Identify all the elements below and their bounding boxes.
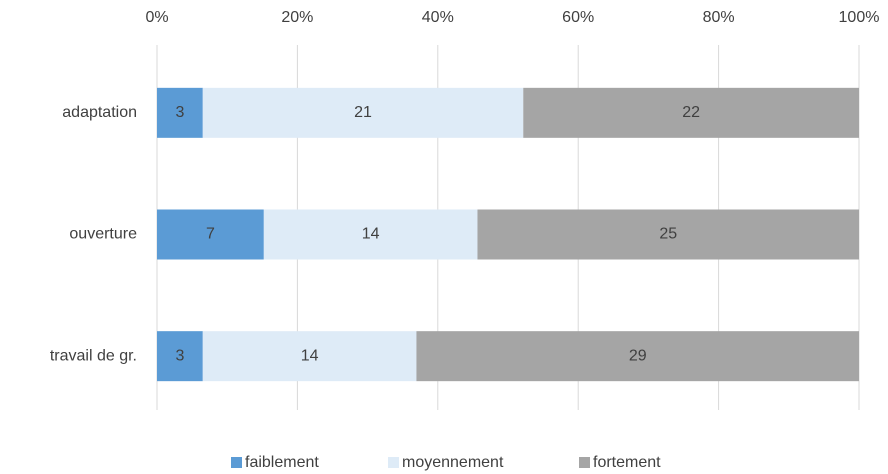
- data-label: 14: [301, 347, 319, 364]
- data-label: 14: [362, 226, 380, 243]
- x-tick-label: 100%: [839, 9, 880, 26]
- bar-segment: [523, 87, 859, 138]
- legend-label: faiblement: [245, 454, 319, 471]
- legend-label: fortement: [593, 454, 661, 471]
- x-tick-label: 60%: [562, 9, 594, 26]
- bar-segment: [477, 209, 859, 260]
- data-label: 3: [175, 104, 184, 121]
- y-tick-label: travail de gr.: [50, 347, 137, 364]
- bar-segment: [157, 331, 203, 382]
- data-label: 22: [682, 104, 700, 121]
- bar-segment: [416, 331, 859, 382]
- data-label: 7: [206, 226, 215, 243]
- y-tick-label: adaptation: [62, 104, 137, 121]
- y-tick-label: ouverture: [69, 226, 137, 243]
- bar-segment: [202, 87, 524, 138]
- data-label: 3: [175, 347, 184, 364]
- bar-segment: [157, 87, 203, 138]
- x-tick-label: 20%: [281, 9, 313, 26]
- x-tick-label: 0%: [145, 9, 168, 26]
- bar-segment: [263, 209, 478, 260]
- legend-swatch: [579, 457, 590, 468]
- x-tick-label: 40%: [422, 9, 454, 26]
- bar-segment: [202, 331, 417, 382]
- legend-swatch: [231, 457, 242, 468]
- legend-swatch: [388, 457, 399, 468]
- data-label: 25: [659, 226, 677, 243]
- data-label: 21: [354, 104, 372, 121]
- data-label: 29: [629, 347, 647, 364]
- x-tick-label: 80%: [703, 9, 735, 26]
- legend-label: moyennement: [402, 454, 504, 471]
- bar-segment: [157, 209, 264, 260]
